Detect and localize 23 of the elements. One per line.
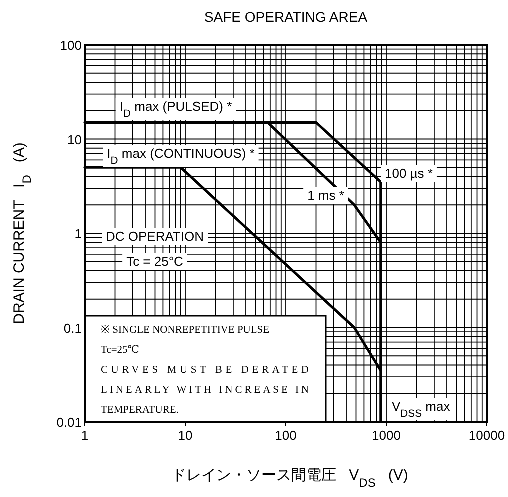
annotation: Tc = 25°C xyxy=(126,254,184,269)
x-axis-title: ドレイン・ソース間電圧 V$_{DS}$ (V) xyxy=(172,467,408,490)
series-label: 1 ms * xyxy=(308,188,344,203)
annotation: CURVES MUST BE DERATED xyxy=(101,365,310,376)
x-tick-label: 10000 xyxy=(468,428,506,443)
y-tick-label: 10 xyxy=(68,132,82,148)
y-tick-label: 0.1 xyxy=(64,320,82,336)
annotation: Tc=25℃ xyxy=(101,345,140,356)
annotation: V$_{DSS}$ max xyxy=(392,399,451,420)
y-tick-label: 0.01 xyxy=(56,415,82,430)
x-tick-label: 100 xyxy=(275,428,297,443)
y-tick-label: 1 xyxy=(74,226,82,242)
text: DC OPERATION xyxy=(106,229,204,244)
series-label: 100 µs * xyxy=(385,166,433,181)
annotation: I$_{D}$ max (PULSED) * xyxy=(120,99,232,120)
annotation: TEMPERATURE. xyxy=(101,405,179,416)
x-tick-label: 10 xyxy=(178,428,193,443)
y-tick-label: 100 xyxy=(60,38,82,53)
annotation: LINEARLY WITH INCREASE IN xyxy=(101,385,310,396)
annotation: I$_{D}$ max (CONTINUOUS) * xyxy=(107,146,255,166)
chart-title: SAFE OPERATING AREA xyxy=(204,9,368,25)
annotation: ※ SINGLE NONREPETITIVE PULSE xyxy=(101,325,270,336)
x-tick-label: 1000 xyxy=(372,428,401,443)
